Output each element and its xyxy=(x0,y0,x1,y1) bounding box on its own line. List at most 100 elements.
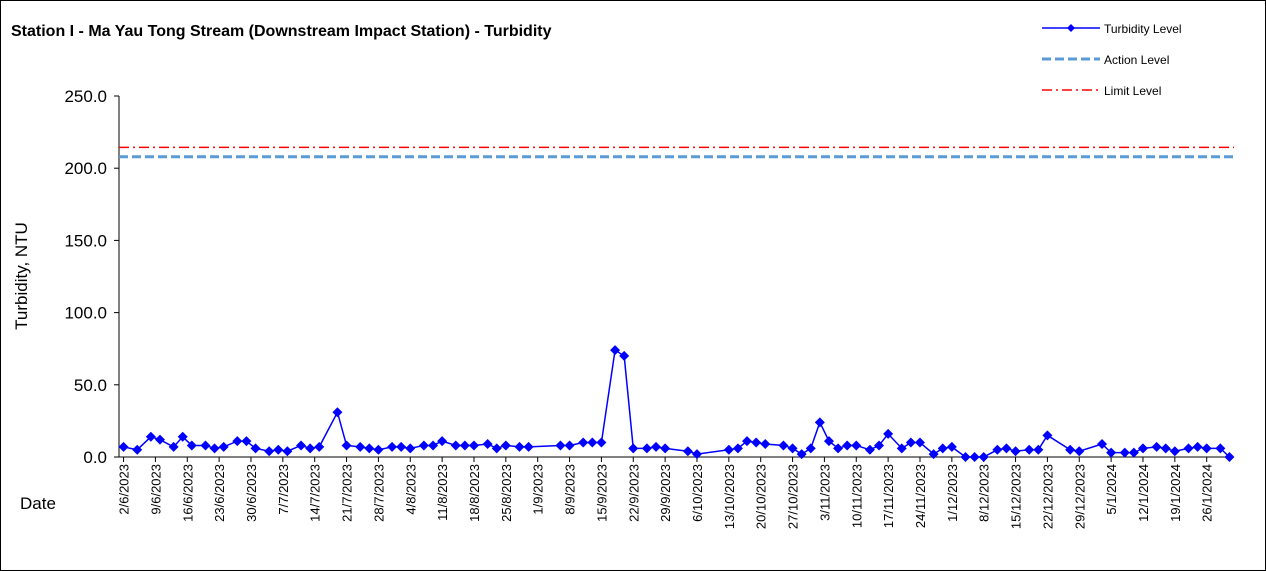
data-point xyxy=(660,443,671,454)
data-point xyxy=(514,441,525,452)
x-tick-label: 6/10/2023 xyxy=(690,464,705,522)
data-point xyxy=(1119,447,1130,458)
data-point xyxy=(500,440,511,451)
data-point xyxy=(896,443,907,454)
data-point xyxy=(145,431,156,442)
data-point xyxy=(723,444,734,455)
data-point xyxy=(364,443,375,454)
data-point xyxy=(946,441,957,452)
data-point xyxy=(641,443,652,454)
data-point xyxy=(405,443,416,454)
y-tick-label: 250.0 xyxy=(64,87,107,106)
y-tick-label: 50.0 xyxy=(74,376,107,395)
data-point xyxy=(186,440,197,451)
data-point xyxy=(1137,443,1148,454)
data-point xyxy=(610,345,621,356)
data-point xyxy=(314,441,325,452)
data-point xyxy=(1215,443,1226,454)
x-tick-label: 11/8/2023 xyxy=(435,464,450,521)
data-point xyxy=(355,441,366,452)
x-tick-label: 29/9/2023 xyxy=(658,464,673,522)
data-point xyxy=(209,443,220,454)
data-point xyxy=(578,437,589,448)
data-point xyxy=(883,428,894,439)
x-tick-label: 10/11/2023 xyxy=(849,464,864,528)
x-tick-label: 22/12/2023 xyxy=(1040,464,1055,529)
data-point xyxy=(596,437,607,448)
data-point xyxy=(823,436,834,447)
data-point xyxy=(177,431,188,442)
data-point xyxy=(814,417,825,428)
data-point xyxy=(833,443,844,454)
data-point xyxy=(960,452,971,462)
x-tick-label: 28/7/2023 xyxy=(371,464,386,522)
data-point xyxy=(305,443,316,454)
y-tick-label: 150.0 xyxy=(64,231,107,250)
data-point xyxy=(450,440,461,451)
x-tick-label: 3/11/2023 xyxy=(817,464,832,521)
data-point xyxy=(373,444,384,455)
data-point xyxy=(905,437,916,448)
x-tick-label: 21/7/2023 xyxy=(340,464,355,522)
data-point xyxy=(273,444,284,455)
x-tick-label: 12/1/2024 xyxy=(1136,464,1151,522)
x-tick-label: 15/12/2023 xyxy=(1009,464,1024,529)
x-tick-label: 19/1/2024 xyxy=(1168,464,1183,522)
data-point xyxy=(937,443,948,454)
x-tick-label: 2/6/2023 xyxy=(117,464,132,515)
data-point xyxy=(523,441,534,452)
x-tick-label: 23/6/2023 xyxy=(212,464,227,522)
data-point xyxy=(1192,441,1203,452)
data-point xyxy=(992,444,1003,455)
x-tick-label: 15/9/2023 xyxy=(594,464,609,522)
x-tick-label: 1/12/2023 xyxy=(945,464,960,522)
x-tick-label: 9/6/2023 xyxy=(148,464,163,515)
data-point xyxy=(468,440,479,451)
data-point xyxy=(332,407,343,418)
data-point xyxy=(200,440,211,451)
x-tick-label: 17/11/2023 xyxy=(881,464,896,528)
x-tick-label: 7/7/2023 xyxy=(276,464,291,515)
data-point xyxy=(928,449,939,460)
data-point xyxy=(787,443,798,454)
data-point xyxy=(682,446,693,457)
data-point xyxy=(1097,439,1108,450)
data-point xyxy=(651,441,662,452)
x-tick-label: 20/10/2023 xyxy=(754,464,769,529)
legend-label: Action Level xyxy=(1104,53,1169,67)
data-point xyxy=(874,440,885,451)
x-tick-label: 8/12/2023 xyxy=(977,464,992,522)
data-point xyxy=(459,440,470,451)
data-point xyxy=(282,446,293,457)
x-tick-label: 29/12/2023 xyxy=(1072,464,1087,529)
data-point xyxy=(805,443,816,454)
data-point xyxy=(241,436,252,447)
data-point xyxy=(418,440,429,451)
y-tick-label: 200.0 xyxy=(64,159,107,178)
data-point xyxy=(628,443,639,454)
data-point xyxy=(168,441,179,452)
data-point xyxy=(218,441,229,452)
data-point xyxy=(1074,446,1085,457)
data-point xyxy=(1024,444,1035,455)
x-tick-label: 18/8/2023 xyxy=(467,464,482,522)
data-point xyxy=(732,443,743,454)
data-point xyxy=(555,440,566,451)
data-point xyxy=(1010,446,1021,457)
chart-title: Station I - Ma Yau Tong Stream (Downstre… xyxy=(11,23,552,40)
data-point xyxy=(1128,447,1139,458)
data-point xyxy=(1224,452,1235,462)
y-tick-label: 100.0 xyxy=(64,304,107,323)
x-tick-label: 13/10/2023 xyxy=(722,464,737,529)
data-point xyxy=(387,441,398,452)
x-tick-label: 14/7/2023 xyxy=(308,464,323,522)
x-tick-label: 27/10/2023 xyxy=(786,464,801,529)
data-point xyxy=(118,441,129,452)
data-point xyxy=(154,434,165,445)
data-point xyxy=(760,439,771,450)
data-point xyxy=(969,452,980,462)
data-point xyxy=(1001,443,1012,454)
x-tick-label: 22/9/2023 xyxy=(626,464,641,522)
data-point xyxy=(978,452,989,462)
